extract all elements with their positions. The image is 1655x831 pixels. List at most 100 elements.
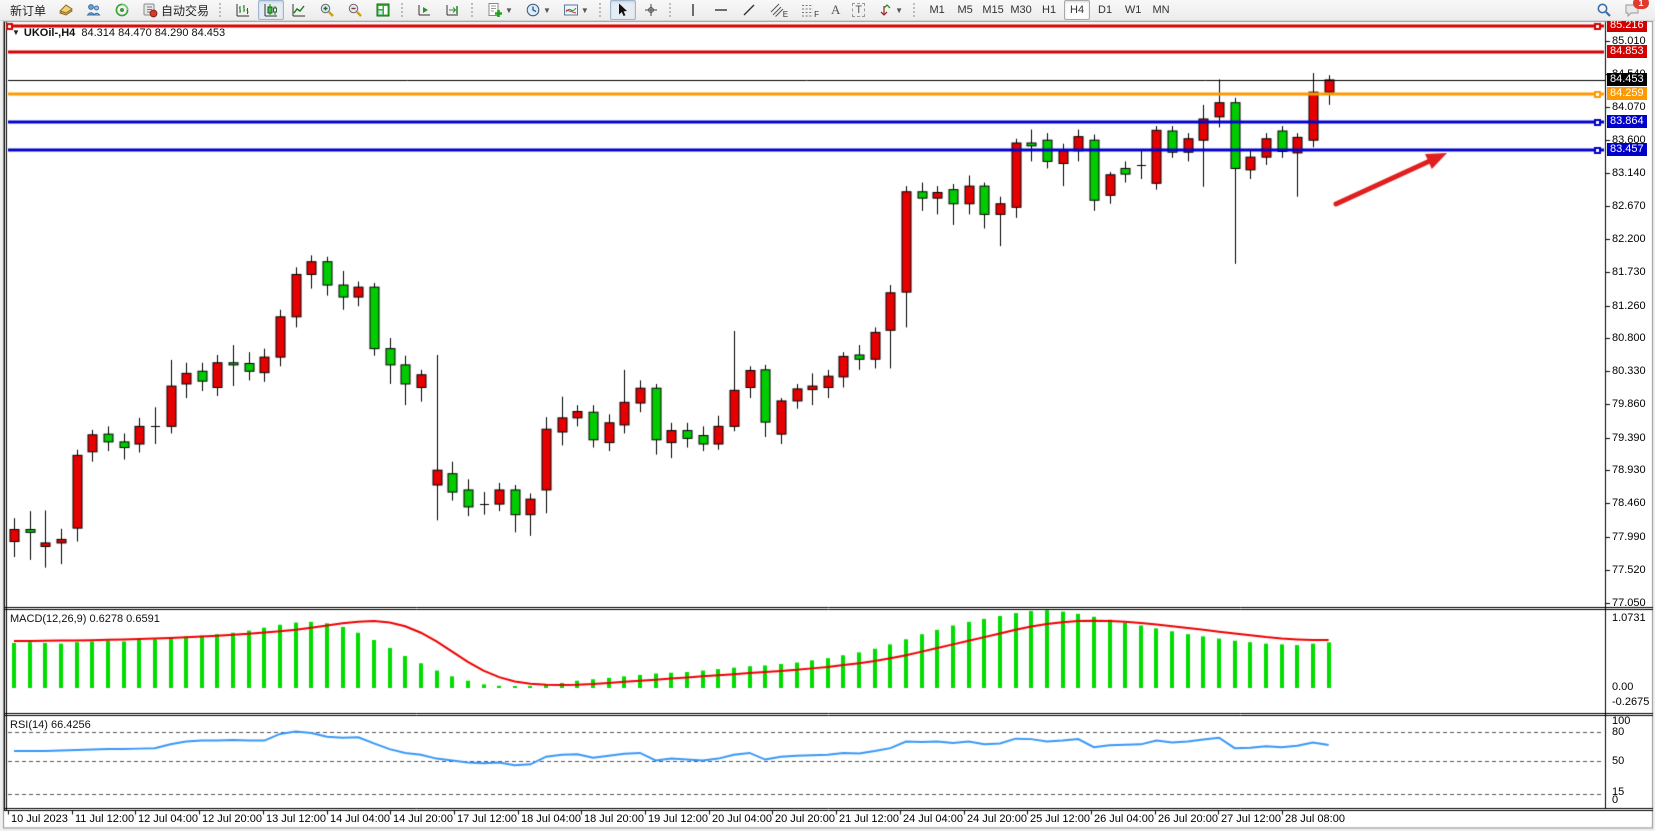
time-axis-label: 18 Jul 20:00 — [584, 813, 644, 825]
rsi-scale-label: 50 — [1612, 755, 1625, 767]
indicators-button[interactable]: ▼ — [482, 0, 518, 20]
time-axis-label: 24 Jul 20:00 — [967, 813, 1027, 825]
timeframe-button-d1[interactable]: D1 — [1098, 4, 1113, 16]
rsi-scale-label: 0 — [1612, 794, 1619, 806]
chart-shift-icon[interactable] — [440, 0, 466, 20]
equidistant-channel-icon[interactable]: E — [764, 0, 793, 20]
cursor-icon[interactable] — [609, 0, 636, 20]
price-tick-label: 83.140 — [1612, 167, 1646, 179]
equidistant-channel-glyph: E — [782, 10, 789, 19]
new-order-label: 新订单 — [10, 3, 47, 18]
horizontal-line-icon[interactable] — [708, 0, 734, 20]
candlestick-chart-icon[interactable] — [258, 0, 285, 20]
price-tick-label: 77.050 — [1612, 597, 1646, 609]
macd-scale-min: -0.2675 — [1612, 696, 1650, 708]
signals-icon[interactable] — [109, 0, 135, 20]
price-tick-label: 81.260 — [1612, 300, 1646, 312]
timeframe-button-m30[interactable]: M30 — [1010, 4, 1032, 16]
rsi-scale-label: 100 — [1612, 715, 1631, 727]
price-level-badge: 85.216 — [1607, 19, 1647, 32]
timeframe-button-m1[interactable]: M1 — [929, 4, 945, 16]
time-axis-label: 27 Jul 12:00 — [1221, 813, 1281, 825]
timeframe-bar: M1 M5 M15 M30 H1 H4 D1 W1 MN — [923, 0, 1175, 20]
price-tick-label: 81.730 — [1612, 266, 1646, 278]
text-label-icon[interactable]: T — [847, 0, 870, 20]
chart-title: ▼ UKOil-,H4 84.314 84.470 84.290 84.453 — [12, 27, 225, 39]
price-tick-label: 82.200 — [1612, 233, 1646, 245]
macd-label: MACD(12,26,9) 0.6278 0.6591 — [10, 613, 160, 625]
time-axis-label: 17 Jul 12:00 — [457, 813, 517, 825]
community-icon[interactable] — [81, 0, 107, 20]
toolbar-separator — [401, 3, 407, 17]
price-tick-label: 79.390 — [1612, 432, 1646, 444]
search-icon[interactable] — [1591, 0, 1617, 20]
price-tick-label: 78.930 — [1612, 464, 1646, 476]
toolbar-separator — [913, 3, 919, 17]
templates-icon — [563, 4, 578, 16]
zoom-out-icon[interactable] — [342, 0, 368, 20]
tile-windows-icon[interactable] — [370, 0, 396, 20]
time-axis-label: 20 Jul 04:00 — [712, 813, 772, 825]
price-level-badge: 83.864 — [1607, 115, 1647, 128]
indicators-icon — [488, 3, 503, 17]
autotrading-icon — [143, 3, 158, 18]
chevron-down-icon: ▼ — [580, 5, 589, 15]
time-axis-label: 26 Jul 20:00 — [1158, 813, 1218, 825]
time-axis-label: 26 Jul 04:00 — [1094, 813, 1154, 825]
arrows-button[interactable]: ▼ — [872, 0, 908, 20]
trendline-icon[interactable] — [736, 0, 762, 20]
line-chart-icon[interactable] — [286, 0, 312, 20]
auto-scroll-icon[interactable] — [412, 0, 438, 20]
time-axis-label: 20 Jul 20:00 — [775, 813, 835, 825]
timeframe-button-h1[interactable]: H1 — [1042, 4, 1057, 16]
price-tick-label: 84.070 — [1612, 101, 1646, 113]
timeframe-button-mn[interactable]: MN — [1152, 4, 1170, 16]
price-tick-label: 80.330 — [1612, 365, 1646, 377]
text-icon[interactable]: A — [826, 0, 845, 20]
time-axis-label: 12 Jul 20:00 — [202, 813, 262, 825]
time-axis-label: 21 Jul 12:00 — [839, 813, 899, 825]
time-axis-label: 18 Jul 04:00 — [521, 813, 581, 825]
timeframe-button-m5[interactable]: M5 — [957, 4, 973, 16]
fibonacci-icon[interactable]: F — [795, 0, 824, 20]
macd-scale-zero: 0.00 — [1612, 681, 1634, 693]
autotrading-button[interactable]: 自动交易 — [137, 0, 214, 20]
timeframe-button-h4[interactable]: H4 — [1064, 0, 1091, 20]
timeframe-button-w1[interactable]: W1 — [1124, 4, 1142, 16]
time-axis-label: 24 Jul 04:00 — [903, 813, 963, 825]
crosshair-icon[interactable] — [638, 0, 664, 20]
price-tick-label: 85.010 — [1612, 35, 1646, 47]
time-axis-label: 28 Jul 08:00 — [1285, 813, 1345, 825]
price-level-badge: 84.853 — [1607, 45, 1647, 58]
toolbar-separator — [219, 3, 225, 17]
text-glyph: A — [831, 2, 841, 17]
time-axis-label: 11 Jul 12:00 — [75, 813, 135, 825]
periods-button[interactable]: ▼ — [520, 0, 556, 20]
chevron-down-icon: ▼ — [542, 5, 551, 15]
notifications-button[interactable]: 1 — [1619, 0, 1649, 20]
book-icon[interactable] — [53, 0, 79, 20]
symbol-dropdown-icon[interactable]: ▼ — [12, 28, 20, 37]
zoom-in-icon[interactable] — [314, 0, 340, 20]
current-price-badge: 84.453 — [1607, 73, 1647, 86]
time-axis-label: 14 Jul 04:00 — [330, 813, 390, 825]
arrows-icon — [880, 4, 891, 16]
price-tick-label: 79.860 — [1612, 398, 1646, 410]
fibonacci-glyph: F — [814, 10, 820, 19]
timeframe-button-m15[interactable]: M15 — [982, 4, 1004, 16]
price-tick-label: 77.520 — [1612, 564, 1646, 576]
vertical-line-icon[interactable] — [680, 0, 706, 20]
time-axis-label: 25 Jul 12:00 — [1030, 813, 1090, 825]
templates-button[interactable]: ▼ — [558, 0, 594, 20]
bar-chart-icon[interactable] — [230, 0, 256, 20]
chevron-down-icon: ▼ — [895, 5, 904, 15]
price-tick-label: 80.800 — [1612, 332, 1646, 344]
notification-count-badge: 1 — [1633, 0, 1649, 9]
new-order-button[interactable]: 新订单 — [5, 0, 51, 20]
toolbar-separator — [471, 3, 477, 17]
toolbar-separator — [668, 3, 675, 17]
clock-icon — [526, 3, 540, 17]
toolbar-separator — [598, 3, 605, 17]
